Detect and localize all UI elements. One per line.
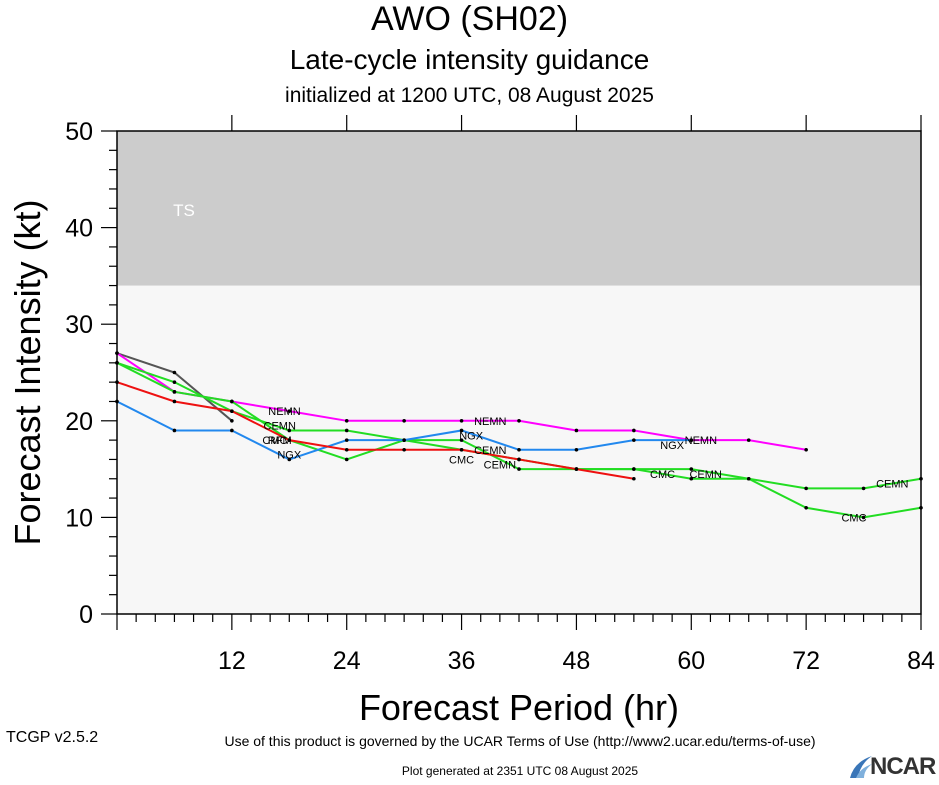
data-point <box>574 467 579 471</box>
series-inline-label: CMC <box>262 435 287 447</box>
data-point <box>344 447 349 452</box>
data-point <box>230 428 234 433</box>
data-point <box>172 390 177 394</box>
series-inline-label: CEMN <box>264 421 296 433</box>
data-point <box>287 438 292 442</box>
x-tick-label: 36 <box>448 647 476 675</box>
y-axis-label: Forecast Intensity (kt) <box>7 199 48 545</box>
x-axis-label: Forecast Period (hr) <box>359 687 679 728</box>
data-point <box>574 447 579 452</box>
chart-subtitle: Late-cycle intensity guidance <box>289 44 650 75</box>
ncar-logo-icon <box>850 756 872 778</box>
generated-timestamp: Plot generated at 2351 UTC 08 August 202… <box>401 764 639 778</box>
data-point <box>459 428 464 433</box>
data-point <box>632 428 636 433</box>
data-point <box>517 447 521 452</box>
data-point <box>689 476 694 481</box>
y-tick-label: 0 <box>79 601 93 629</box>
data-point <box>517 419 521 423</box>
chart-title: AWO (SH02) <box>370 0 569 38</box>
data-point <box>632 438 636 442</box>
data-point <box>344 438 349 442</box>
series-inline-label: NEMN <box>268 406 300 418</box>
data-point <box>746 476 751 481</box>
series-inline-label: CEMN <box>474 445 506 457</box>
series-line-5 <box>116 381 635 480</box>
data-point <box>115 399 119 404</box>
y-tick-label: 40 <box>65 215 93 243</box>
series-inline-label: NGX <box>459 430 484 442</box>
intensity-chart: TS 0 10 20 30 40 50 12 24 36 48 60 72 84 Forecast Peri… <box>7 115 935 728</box>
version-label: TCGP v2.5.2 <box>6 729 99 746</box>
data-point <box>287 457 292 462</box>
data-point <box>861 486 866 491</box>
init-time-line: initialized at 1200 UTC, 08 August 2025 <box>285 84 654 107</box>
x-tick-label: 60 <box>677 647 705 675</box>
data-point <box>344 419 349 423</box>
series-inline-label: NEMN <box>474 416 506 428</box>
y-tick-label: 10 <box>65 504 93 532</box>
x-tick-label: 48 <box>563 647 591 675</box>
x-tick-label: 24 <box>333 647 361 675</box>
data-point <box>632 476 636 481</box>
data-point <box>344 457 349 462</box>
data-point <box>230 419 234 423</box>
series-inline-label: CMC <box>841 512 866 524</box>
data-point <box>632 467 636 471</box>
x-tick-label: 72 <box>792 647 820 675</box>
band-label-ts: TS <box>173 201 195 220</box>
x-tick-label: 12 <box>218 647 246 675</box>
data-point <box>919 476 923 481</box>
series-inline-label: CEMN <box>484 459 516 471</box>
data-point <box>804 447 808 452</box>
data-point <box>115 380 119 384</box>
data-point <box>402 438 406 442</box>
data-point <box>517 457 521 462</box>
series-inline-label: CEMN <box>689 469 721 481</box>
data-point <box>172 428 177 433</box>
series-inline-label: NGX <box>660 440 685 452</box>
band-ts <box>117 131 921 286</box>
series-inline-label: CMC <box>449 454 474 466</box>
series-inline-label: NGX <box>277 450 302 462</box>
y-tick-label: 20 <box>65 408 93 436</box>
data-point <box>172 399 177 404</box>
data-point <box>919 505 923 510</box>
data-point <box>115 361 119 365</box>
data-point <box>574 428 579 433</box>
data-point <box>115 351 119 355</box>
series-inline-label: NEMN <box>685 435 717 447</box>
data-point <box>230 409 234 413</box>
data-point <box>172 380 177 384</box>
data-point <box>287 428 292 433</box>
series-inline-label: CEMN <box>876 479 908 491</box>
y-tick-label: 50 <box>65 118 93 146</box>
data-point <box>402 447 406 452</box>
series-inline-label: RFM <box>268 435 292 447</box>
data-point <box>459 419 464 423</box>
data-point <box>804 505 808 510</box>
data-point <box>459 447 464 452</box>
x-tick-label: 84 <box>907 647 935 675</box>
data-point <box>746 438 751 442</box>
ncar-logo: NCAR <box>848 752 938 780</box>
series-inline-label: CMC <box>650 469 675 481</box>
data-point <box>402 419 406 423</box>
ncar-logo-text: NCAR <box>870 753 936 780</box>
data-point <box>344 428 349 433</box>
data-point <box>517 467 521 471</box>
data-point <box>804 486 808 491</box>
data-point <box>689 438 694 442</box>
data-point <box>459 438 464 442</box>
y-tick-label: 30 <box>65 311 93 339</box>
data-point <box>861 515 866 520</box>
data-point <box>689 467 694 471</box>
terms-of-use-notice: Use of this product is governed by the U… <box>224 733 816 749</box>
data-point <box>172 370 177 375</box>
data-point <box>287 409 292 413</box>
data-point <box>230 399 234 404</box>
